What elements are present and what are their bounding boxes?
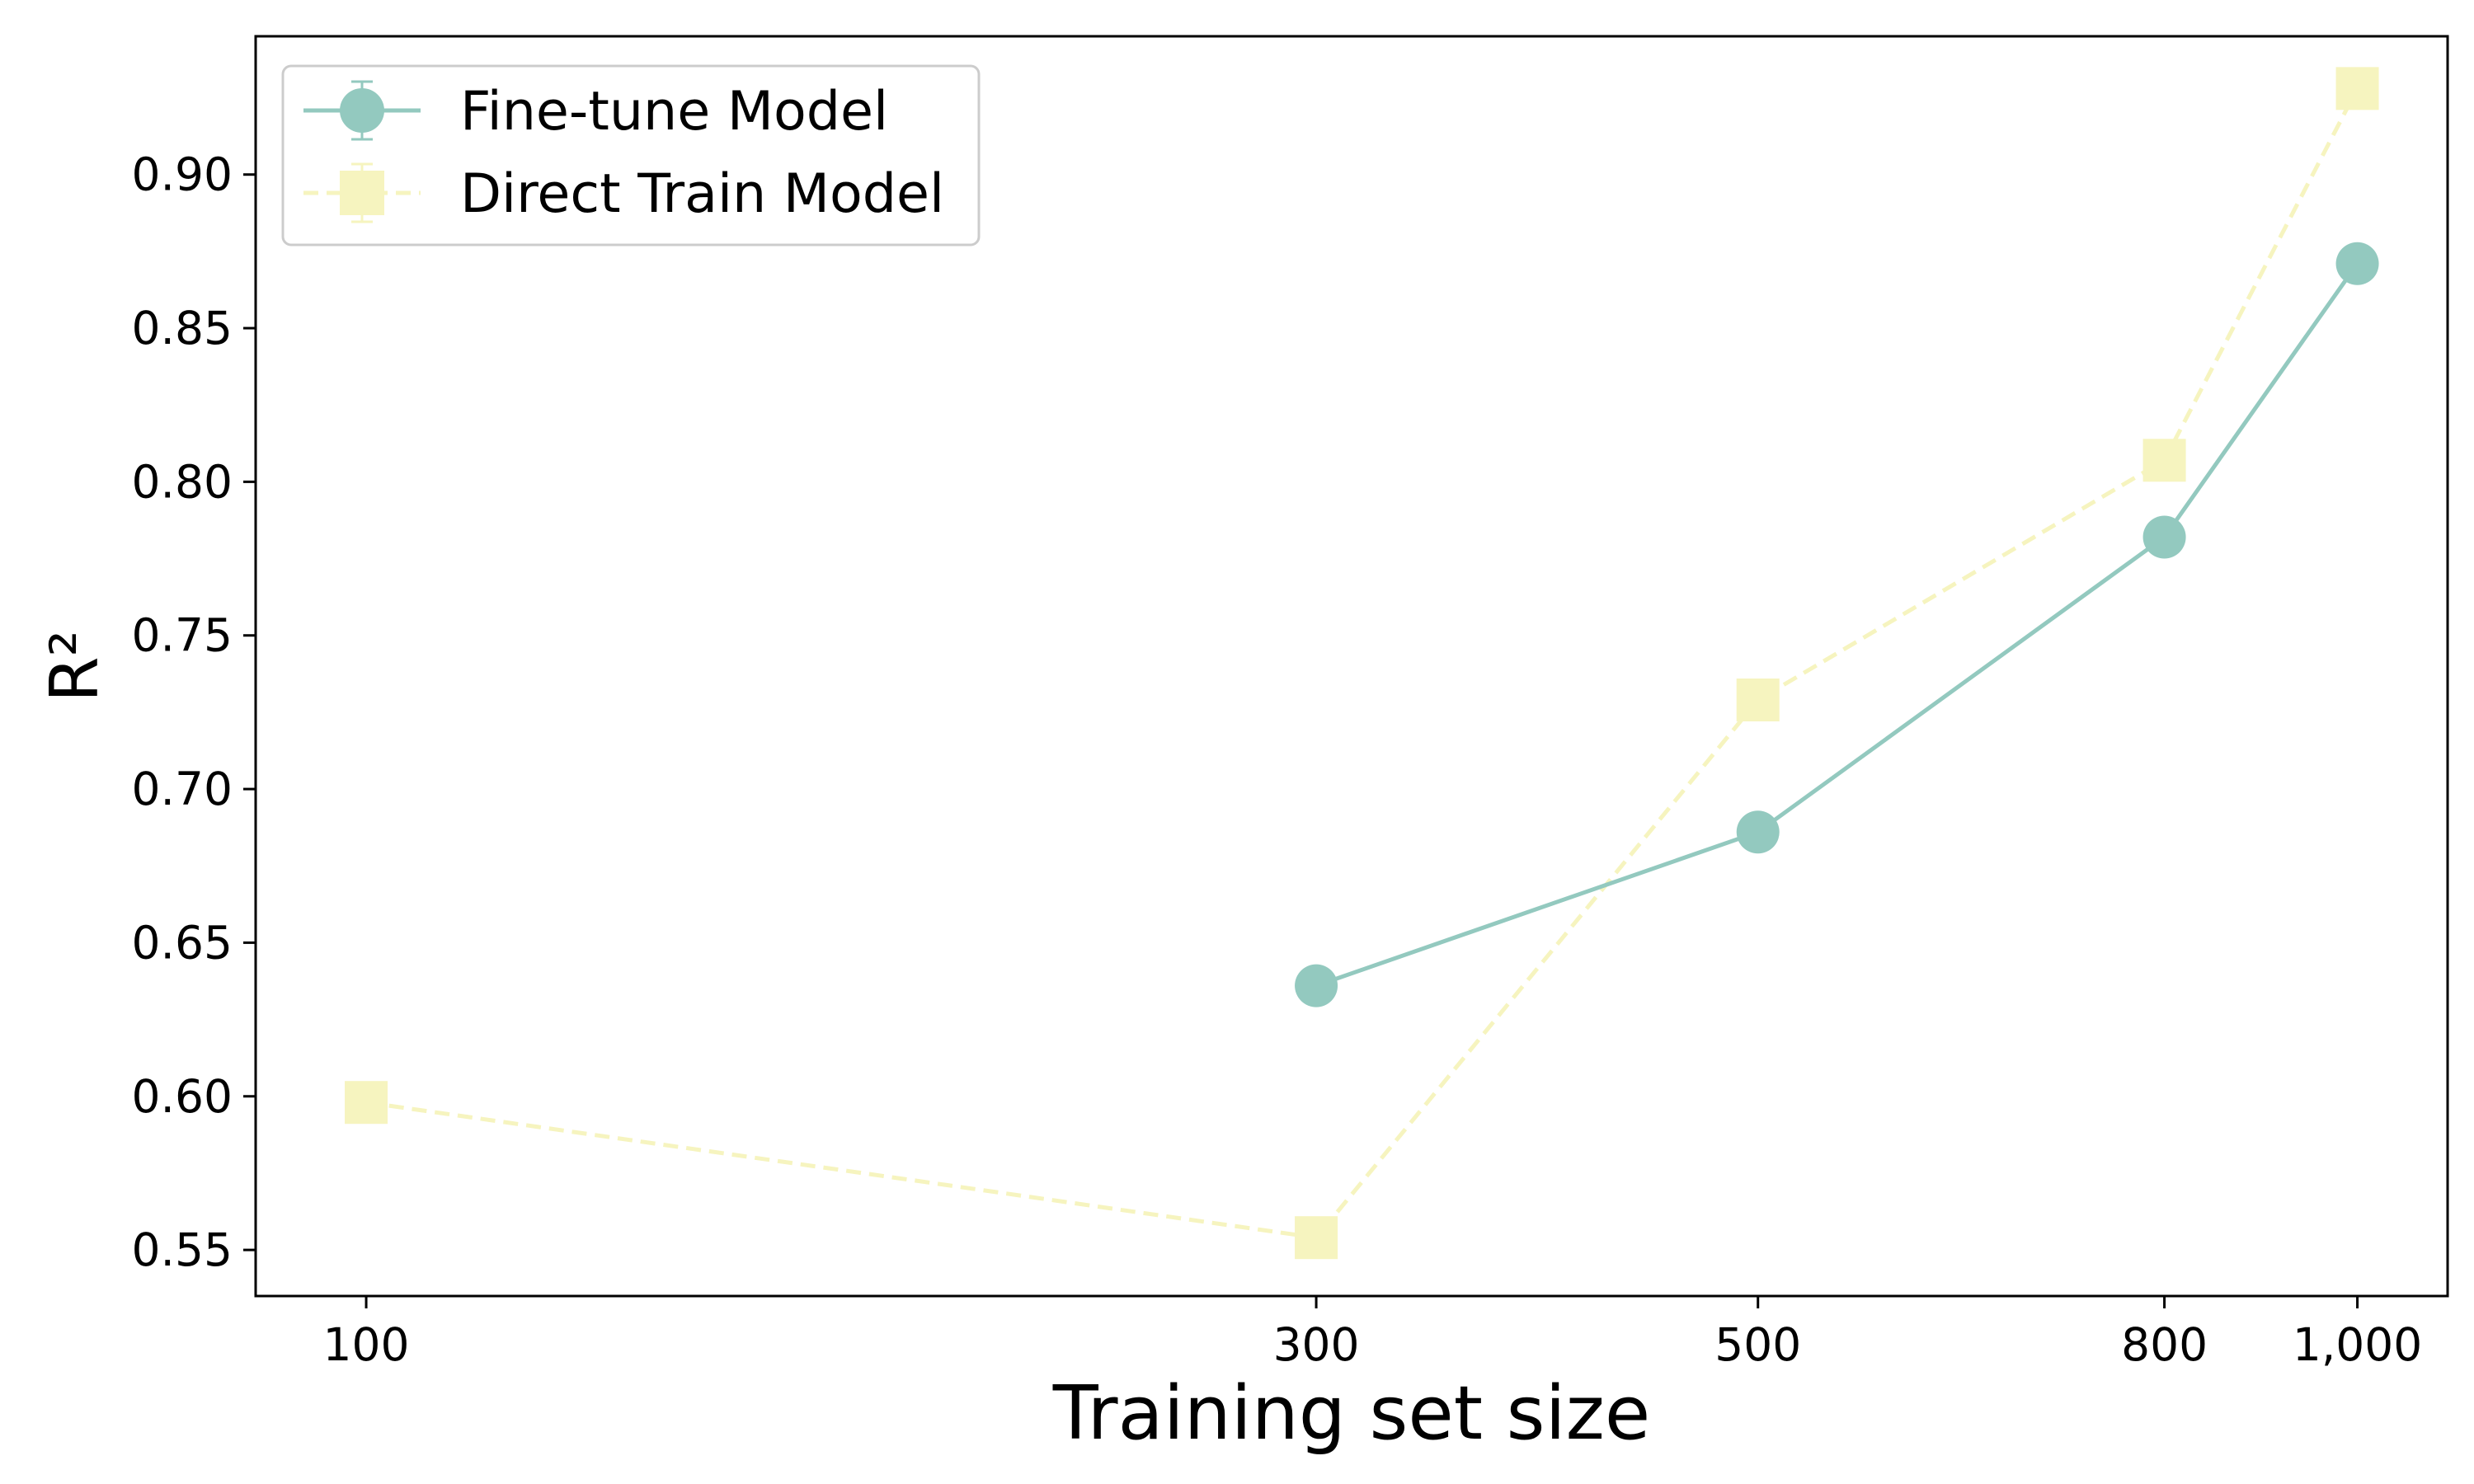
data-point-direct-train-model <box>2142 439 2186 482</box>
x-tick-label: 1,000 <box>2293 1318 2422 1371</box>
series-direct-train-model <box>345 67 2379 1260</box>
data-point-fine-tune-model <box>2142 515 2186 559</box>
legend-frame <box>281 64 981 247</box>
legend-entries: Fine-tune Model Direct Train Model <box>303 80 944 225</box>
legend-marker-fine-tune-model <box>340 88 384 133</box>
series-line-direct-train-model <box>365 87 2359 1240</box>
legend-label-fine-tune-model: Fine-tune Model <box>460 81 888 143</box>
series-line-fine-tune-model <box>1315 262 2359 988</box>
data-point-direct-train-model <box>1736 678 1780 721</box>
data-point-fine-tune-model <box>1736 810 1780 854</box>
y-tick-label: 0.65 <box>132 916 233 969</box>
x-axis-label: Training set size <box>1052 1370 1650 1457</box>
x-tick-label: 100 <box>323 1318 410 1371</box>
plot-frame <box>254 35 2449 1298</box>
legend-entry-fine-tune-model: Fine-tune Model <box>303 80 888 143</box>
x-tick-label: 800 <box>2121 1318 2208 1371</box>
data-point-fine-tune-model <box>1295 964 1338 1007</box>
y-tick-label: 0.80 <box>132 455 233 508</box>
y-tick-label: 0.90 <box>132 148 233 201</box>
data-point-direct-train-model <box>2335 67 2379 110</box>
series-layer <box>345 67 2379 1260</box>
series-fine-tune-model <box>1295 242 2379 1007</box>
y-tick-label: 0.60 <box>132 1070 233 1123</box>
y-tick-label: 0.75 <box>132 609 233 662</box>
data-point-fine-tune-model <box>2335 242 2379 285</box>
y-axis-label: R² <box>36 630 113 702</box>
y-tick-label: 0.55 <box>132 1223 233 1276</box>
legend-label-direct-train-model: Direct Train Model <box>460 163 944 225</box>
x-axis-ticks: 100 300 500 800 1,000 <box>323 1296 2422 1371</box>
plot-area <box>254 35 2449 1298</box>
x-tick-label: 500 <box>1714 1318 1801 1371</box>
legend-marker-direct-train-model <box>340 171 384 215</box>
y-tick-label: 0.85 <box>132 302 233 355</box>
data-point-direct-train-model <box>345 1081 388 1125</box>
y-axis-ticks: 0.55 0.60 0.65 0.70 0.75 0.80 0.85 0.90 <box>132 148 256 1276</box>
legend-entry-direct-train-model: Direct Train Model <box>303 162 944 225</box>
legend: Fine-tune Model Direct Train Model <box>281 64 981 247</box>
data-point-direct-train-model <box>1295 1216 1338 1260</box>
x-tick-label: 300 <box>1273 1318 1360 1371</box>
y-tick-label: 0.70 <box>132 763 233 815</box>
